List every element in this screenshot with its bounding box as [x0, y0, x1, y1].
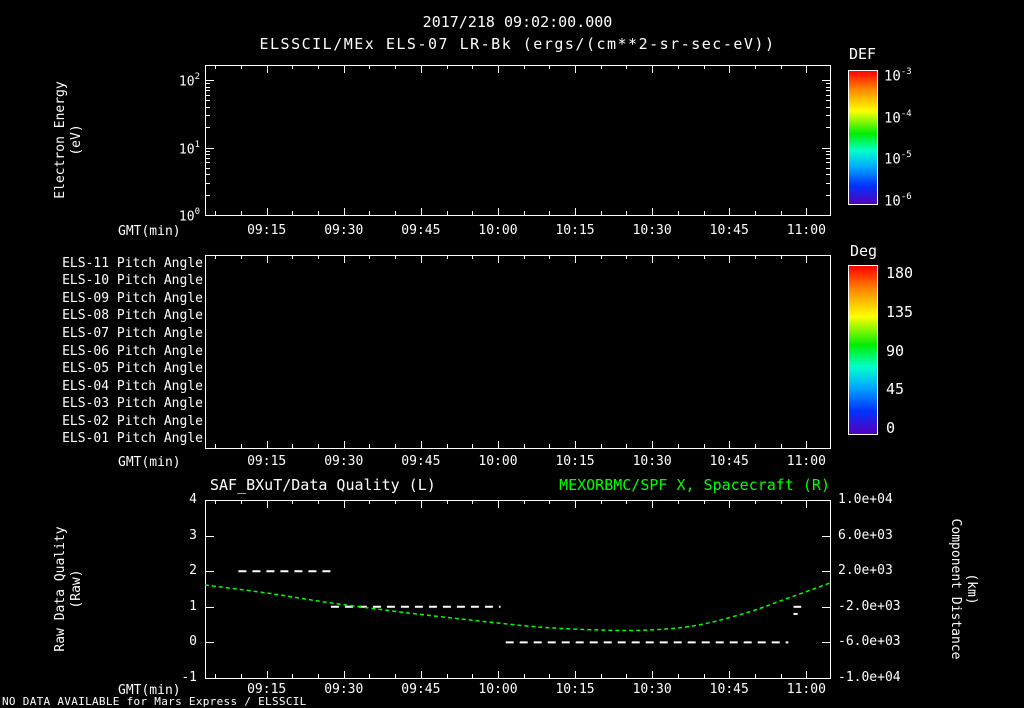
spacecraft-right-title: MEXORBMC/SPF X, Spacecraft (R) — [559, 476, 830, 494]
gmt-label-3: GMT(min) — [118, 683, 181, 698]
gmt-label-2: GMT(min) — [118, 455, 181, 470]
deg-colorbar — [848, 265, 878, 435]
energy-axis-label-line1: Electron Energy — [53, 81, 68, 199]
quality-left-title: SAF_BXuT/Data Quality (L) — [210, 476, 436, 494]
plot-title: ELSSCIL/MEx ELS-07 LR-Bk (ergs/(cm**2-sr… — [259, 35, 776, 53]
component-distance-axis-label: Component Distance (km) — [947, 519, 979, 660]
def-colorbar — [848, 70, 878, 205]
component-distance-axis-label-line1: Component Distance — [948, 518, 963, 660]
def-colorbar-title: DEF — [849, 45, 877, 63]
component-distance-axis-label-line2: (km) — [964, 573, 979, 605]
panel-frame-pitch — [205, 255, 831, 449]
deg-colorbar-title: Deg — [850, 242, 878, 260]
panel-frame-spectrogram — [205, 65, 831, 216]
panel-frame-timeseries — [205, 500, 831, 679]
energy-axis-label-line2: (eV) — [69, 124, 84, 156]
raw-quality-axis-label: Raw Data Quality (Raw) — [53, 526, 85, 651]
no-data-message: NO DATA AVAILABLE for Mars Express / ELS… — [2, 695, 307, 708]
spacecraft-series-line — [204, 582, 831, 632]
energy-axis-label: Electron Energy (eV) — [53, 81, 85, 198]
raw-quality-axis-label-line2: (Raw) — [69, 569, 84, 609]
timestamp-title: 2017/218 09:02:00.000 — [422, 13, 613, 31]
raw-quality-axis-label-line1: Raw Data Quality — [53, 526, 68, 652]
gmt-label-1: GMT(min) — [118, 224, 181, 239]
